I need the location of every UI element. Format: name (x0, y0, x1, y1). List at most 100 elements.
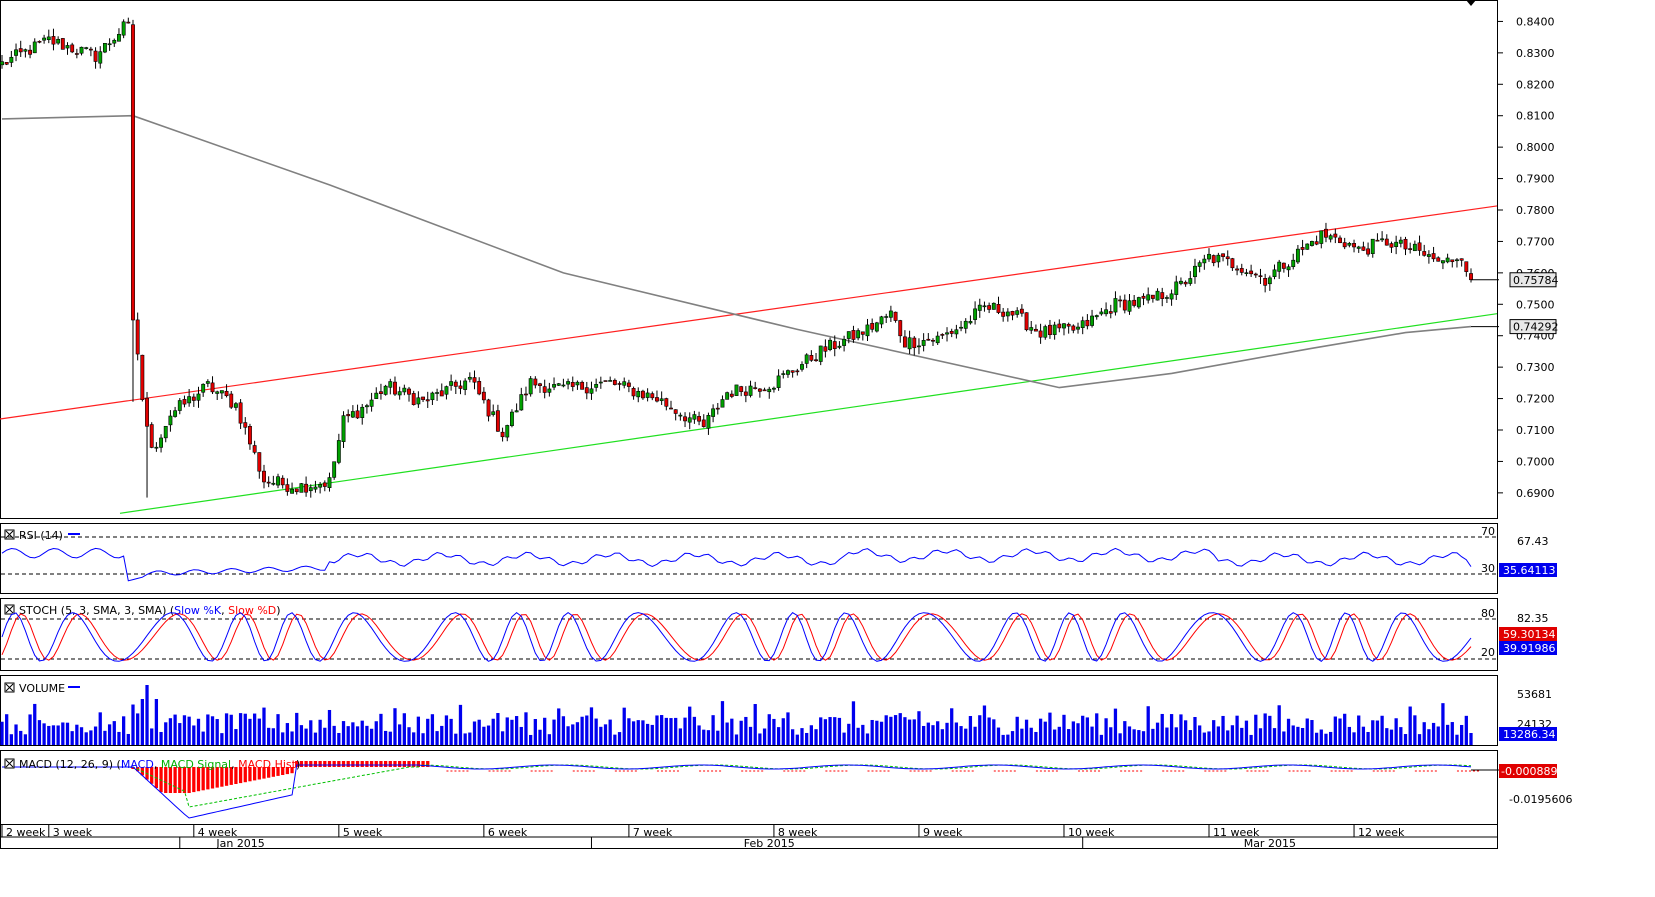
macd-hist-bar (210, 767, 215, 789)
candle-body (608, 380, 613, 382)
candle-body (65, 45, 70, 49)
volume-bar (580, 716, 584, 745)
price-tick-label: 0.8200 (1516, 78, 1555, 91)
volume-bar (903, 717, 907, 745)
volume-bar (1015, 716, 1019, 745)
volume-bar (1207, 731, 1211, 745)
volume-bar (870, 719, 874, 745)
candle-body (416, 397, 421, 405)
candle (907, 330, 912, 354)
candle-body (786, 370, 790, 375)
volume-bar (388, 731, 392, 745)
volume-bar (968, 716, 973, 745)
candle-body (276, 476, 280, 486)
volume-bar (786, 712, 790, 745)
macd-hist-bar (196, 767, 201, 792)
candle-body (135, 319, 140, 355)
volume-bar (828, 717, 832, 745)
candle (1216, 252, 1221, 268)
candle-body (98, 51, 103, 64)
candle-body (996, 304, 1001, 313)
macd-hist-bar (224, 767, 229, 786)
candle (963, 318, 968, 334)
candle-body (196, 393, 201, 401)
candlesticks (0, 17, 1473, 498)
macd-hist-bar (234, 767, 238, 784)
candle (1455, 258, 1459, 268)
candle (1033, 324, 1038, 332)
volume-bar (1183, 720, 1188, 745)
candle (1113, 291, 1118, 316)
month-label: Mar 2015 (1244, 837, 1296, 850)
candle (1230, 257, 1235, 271)
macd-hist-bar (215, 767, 219, 788)
volume-bar (290, 731, 294, 745)
volume-bar (987, 717, 991, 745)
candle (851, 325, 856, 343)
candle (888, 305, 893, 322)
candle (711, 404, 716, 423)
candle-body (131, 24, 135, 321)
candle (1295, 245, 1300, 264)
candle-body (1464, 261, 1469, 272)
candle (355, 404, 360, 419)
candle (1267, 275, 1272, 291)
candle (121, 19, 126, 39)
candle-body (1090, 315, 1094, 326)
macd-hist-bar (299, 761, 304, 767)
candle (1019, 304, 1024, 317)
candle-body (1469, 273, 1473, 281)
volume-bar (262, 707, 266, 745)
candle (996, 296, 1001, 315)
candle-body (505, 425, 510, 438)
candle-body (219, 390, 224, 394)
candle-body (790, 370, 795, 373)
candle (28, 44, 33, 59)
candle (210, 376, 215, 395)
candle (74, 48, 79, 59)
volume-bar (1399, 727, 1403, 745)
candle (135, 312, 140, 361)
volume-bar (865, 733, 870, 745)
volume-bar (1212, 720, 1216, 745)
candle-body (182, 399, 187, 405)
macd-value-label: -0.0008893 (1501, 765, 1564, 778)
volume-bar (1165, 727, 1169, 745)
volume-bar (931, 725, 935, 745)
candle-body (729, 393, 734, 397)
candle (1249, 264, 1254, 277)
volume-bar (1244, 720, 1249, 745)
volume-bar (1422, 722, 1426, 745)
volume-bar (1324, 733, 1328, 745)
candle-body (435, 392, 440, 394)
macd-hist-bar (388, 761, 392, 767)
candle (1207, 248, 1211, 262)
candle (879, 315, 884, 329)
volume-bar (360, 720, 364, 745)
candle (589, 381, 594, 400)
candle (131, 19, 135, 402)
volume-bar (1024, 719, 1029, 745)
candle (1403, 236, 1408, 256)
volume-bar (1001, 734, 1005, 745)
scroll-marker-icon[interactable] (1466, 0, 1476, 6)
candle-body (912, 337, 917, 349)
candle-body (444, 386, 449, 395)
volume-bar (150, 728, 154, 745)
candle-body (865, 324, 870, 337)
volume-bar (1090, 726, 1094, 745)
volume-bar (383, 730, 388, 745)
volume-bar (47, 725, 51, 745)
macd-tick-label: -0.0195606 (1509, 793, 1572, 806)
volume-bar (1155, 722, 1160, 745)
candle (201, 383, 206, 397)
candle (322, 480, 327, 492)
candle (191, 393, 196, 407)
candle (1104, 302, 1109, 317)
macd-hist-bar (131, 767, 135, 769)
volume-bar (781, 718, 785, 745)
candle-body (1319, 230, 1324, 244)
macd-hist-bar (337, 761, 341, 767)
candle-body (1141, 295, 1146, 299)
candle-body (898, 320, 903, 337)
